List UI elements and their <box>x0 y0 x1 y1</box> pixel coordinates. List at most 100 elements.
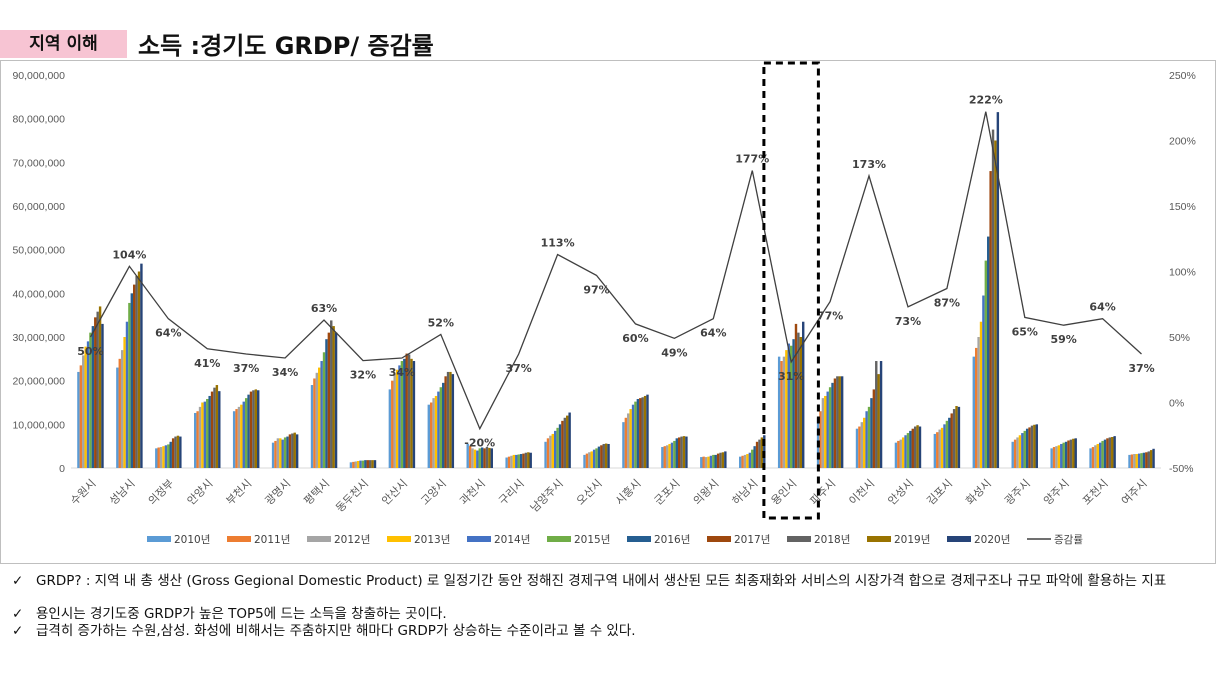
bar-안양시-2015년 <box>206 399 209 468</box>
bar-수원시-2020년 <box>101 323 104 468</box>
y-tick-label: 40,000,000 <box>12 288 65 300</box>
line-data-label: 87% <box>934 297 960 310</box>
y-tick-label: 90,000,000 <box>12 70 65 82</box>
bar-김포시-2019년 <box>955 405 958 468</box>
legend-label: 증감률 <box>1054 534 1083 546</box>
bar-안성시-2020년 <box>918 426 922 468</box>
bar-시흥시-2016년 <box>636 399 640 468</box>
bar-고양시-2019년 <box>449 371 452 468</box>
bar-안산시-2011년 <box>391 380 394 468</box>
bar-의왕시-2014년 <box>709 455 713 468</box>
bar-여주시-2012년 <box>1133 454 1136 468</box>
bar-파주시-2018년 <box>836 376 839 468</box>
bar-광명시-2014년 <box>281 439 284 468</box>
bar-광주시-2013년 <box>1018 435 1022 468</box>
bar-광주시-2018년 <box>1030 425 1034 468</box>
bar-군포시-2017년 <box>678 437 681 468</box>
bar-군포시-2013년 <box>668 443 671 468</box>
bar-고양시-2016년 <box>442 382 445 468</box>
y2-tick-label: -50% <box>1169 463 1194 475</box>
grdp-chart: 0 10,000,000 20,000,000 30,000,000 40,000,00… <box>12 61 1196 546</box>
bar-화성시-2020년 <box>996 112 1000 468</box>
bar-여주시-2016년 <box>1142 452 1146 468</box>
bar-화성시-2015년 <box>984 260 988 468</box>
note-text: 용인시는 경기도중 GRDP가 높은 TOP5에 드는 소득을 창출하는 곳이다… <box>36 606 447 622</box>
bar-광주시-2015년 <box>1023 430 1026 468</box>
bar-화성시-2013년 <box>979 321 983 468</box>
bar-남양주시-2014년 <box>554 430 557 468</box>
bar-하남시-2016년 <box>753 446 756 468</box>
y2-tick-label: 0% <box>1169 398 1184 410</box>
bar-화성시-2014년 <box>982 295 985 468</box>
bar-오산시-2016년 <box>597 446 601 468</box>
bar-평택시-2019년 <box>332 326 335 468</box>
bar-포천시-2010년 <box>1089 448 1092 468</box>
bar-시흥시-2012년 <box>627 413 630 468</box>
bar-안산시-2020년 <box>412 361 416 468</box>
bar-여주시-2015년 <box>1140 453 1143 468</box>
bar-오산시-2011년 <box>585 453 589 468</box>
x-tick-label: 화성시 <box>963 477 994 508</box>
bar-의정부-2017년 <box>171 438 175 468</box>
bar-용인시-2015년 <box>789 345 793 468</box>
bar-여주시-2020년 <box>1152 448 1155 468</box>
bar-평택시-2016년 <box>325 339 328 468</box>
legend-swatch <box>307 536 331 542</box>
bar-구리시-2011년 <box>507 456 511 468</box>
bar-안성시-2015년 <box>906 433 910 468</box>
legend-label: 2011년 <box>254 534 290 546</box>
bar-안양시-2013년 <box>201 402 204 468</box>
legend-label: 2014년 <box>494 534 530 546</box>
bar-광명시-2018년 <box>291 433 294 468</box>
bar-성남시-2018년 <box>135 275 138 468</box>
y-tick-label: 20,000,000 <box>12 376 65 388</box>
bar-이천시-2016년 <box>870 398 873 468</box>
line-data-label: 37% <box>506 362 532 375</box>
bar-이천시-2011년 <box>858 426 861 468</box>
bar-부천시-2014년 <box>242 401 245 468</box>
bar-시흥시-2020년 <box>646 394 649 468</box>
bar-여주시-2014년 <box>1137 453 1141 468</box>
line-data-label: 73% <box>895 315 921 328</box>
bar-의왕시-2013년 <box>707 456 710 468</box>
bar-광주시-2010년 <box>1011 441 1014 468</box>
bar-안산시-2017년 <box>405 353 408 468</box>
bar-양주시-2017년 <box>1067 440 1070 468</box>
legend-swatch <box>867 536 891 542</box>
bar-이천시-2014년 <box>865 411 868 468</box>
bar-수원시-2010년 <box>77 371 80 468</box>
bar-부천시-2015년 <box>244 398 248 468</box>
bar-파주시-2011년 <box>819 411 822 468</box>
bar-의왕시-2017년 <box>716 453 720 468</box>
bar-의정부-2020년 <box>179 436 182 468</box>
bar-안산시-2015년 <box>400 361 404 468</box>
bar-부천시-2017년 <box>249 391 253 468</box>
bar-하남시-2011년 <box>741 455 744 468</box>
check-icon: ✓ <box>12 623 24 639</box>
bar-화성시-2017년 <box>989 171 992 468</box>
bar-평택시-2010년 <box>310 385 314 468</box>
line-data-label: 97% <box>583 283 609 296</box>
legend-swatch <box>787 536 811 542</box>
x-tick-label: 평택시 <box>301 477 332 508</box>
highlight-box-yongin <box>762 61 820 520</box>
bar-하남시-2019년 <box>760 437 764 468</box>
bar-하남시-2010년 <box>739 456 742 468</box>
legend-swatch <box>627 536 651 542</box>
bar-성남시-2020년 <box>140 263 143 468</box>
y2-tick-label: 50% <box>1169 332 1190 344</box>
line-data-label: 65% <box>1012 325 1038 338</box>
bar-평택시-2017년 <box>327 332 331 468</box>
bar-용인시-2014년 <box>787 343 790 468</box>
bar-광명시-2019년 <box>293 432 296 468</box>
bar-하남시-2017년 <box>755 441 759 468</box>
bar-의정부-2019년 <box>176 435 180 468</box>
bar-시흥시-2013년 <box>629 409 632 468</box>
bar-용인시-2013년 <box>785 350 788 468</box>
bar-이천시-2017년 <box>872 389 876 468</box>
bar-여주시-2013년 <box>1135 454 1138 468</box>
bar-시흥시-2019년 <box>643 395 647 468</box>
bar-성남시-2016년 <box>130 293 134 468</box>
bar-하남시-2014년 <box>748 452 752 468</box>
bar-포천시-2018년 <box>1108 437 1112 468</box>
